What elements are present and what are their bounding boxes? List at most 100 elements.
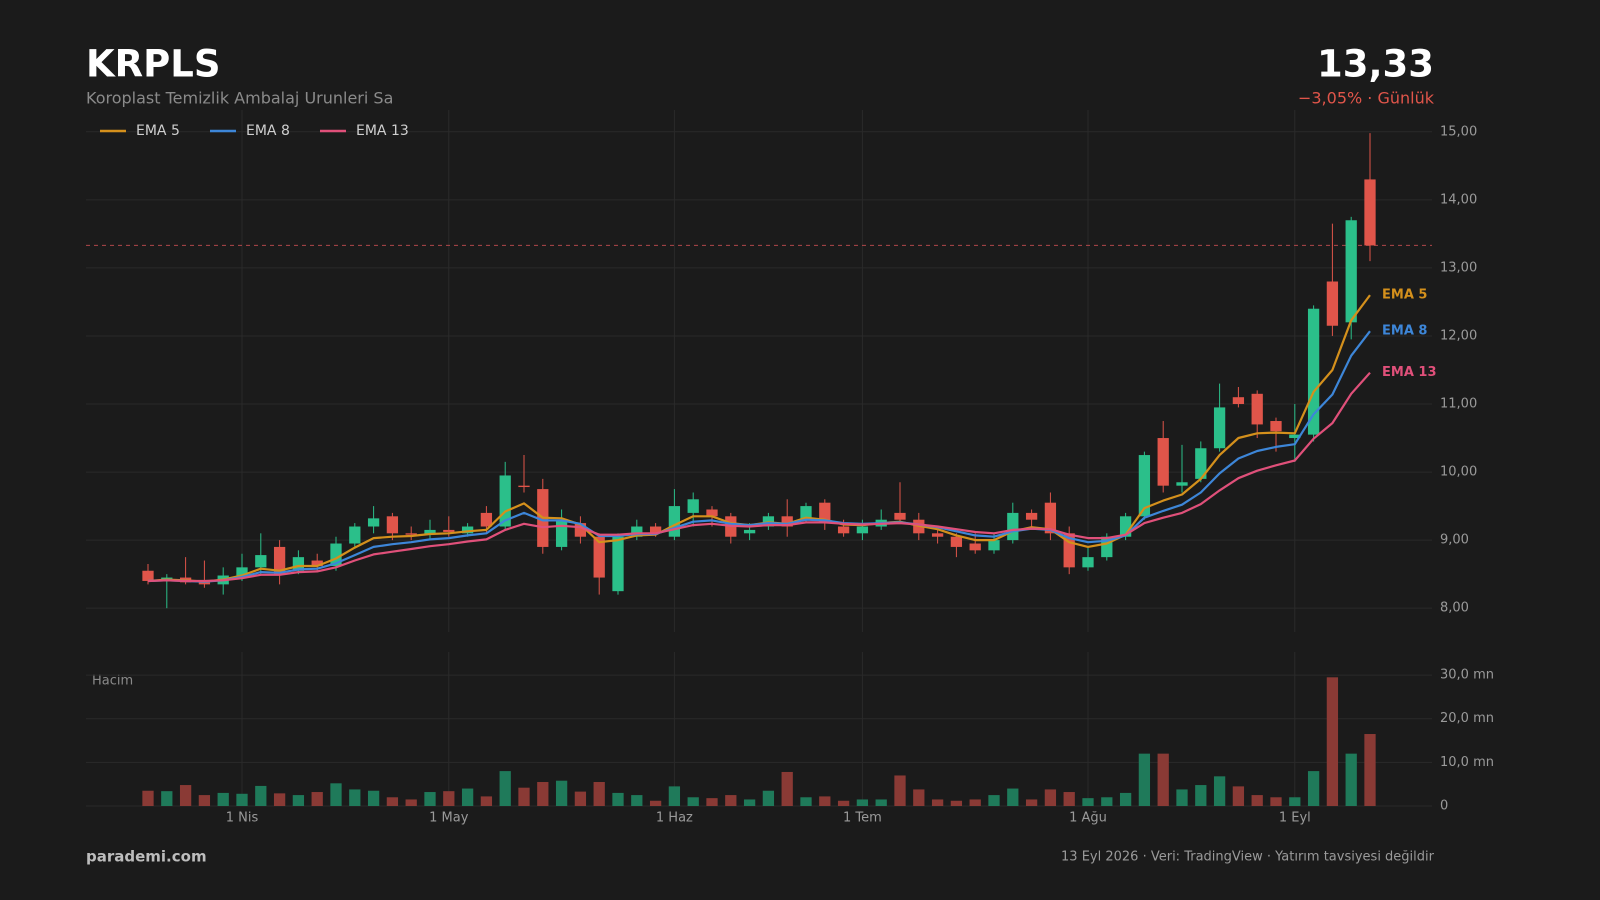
volume-bar [1082,798,1094,806]
candle-body [480,512,493,527]
candle-body [1213,407,1226,449]
candle-body [386,516,399,534]
candle-body [1176,482,1188,486]
candle-body [311,560,323,566]
candle-body [1195,448,1207,479]
candle-body [461,526,474,534]
volume-bar [1289,797,1301,806]
candle-body [555,519,568,547]
candle-body [405,533,417,535]
candle-body [894,512,906,520]
volume-bar [743,799,756,806]
volume-bar [480,796,493,806]
candle-body [612,536,624,592]
candle-body [1270,421,1282,432]
candle-body [1138,455,1151,517]
y-tick-label: 11,00 [1440,397,1477,412]
volume-bar [819,796,831,806]
volume-bar [443,791,455,806]
legend-label: EMA 5 [136,123,180,139]
x-tick-label: 1 Eyl [1279,811,1311,826]
volume-bar [1025,799,1038,806]
candle-body [668,506,681,537]
volume-bar [1251,795,1263,806]
candle-body [443,529,455,532]
candle-body [198,582,211,585]
candle-body [800,506,812,520]
volume-bar [255,785,267,806]
candle-body [743,529,756,534]
volume-bar [631,795,643,806]
candle-body [1025,512,1038,520]
ema-end-label: EMA 8 [1382,324,1427,339]
volume-bar [913,789,925,806]
daily-change: −3,05% · Günlük [1298,89,1435,108]
y-tick-label: 12,00 [1440,328,1477,343]
volume-bar [1270,797,1282,806]
ema-end-label: EMA 13 [1382,365,1437,380]
volume-bar [273,793,286,806]
candle-body [349,526,361,544]
y-tick-label: 30,0 mn [1440,668,1494,683]
volume-bar [1232,786,1245,806]
volume-bar [518,787,530,806]
candle-body [273,546,286,575]
volume-bar [950,800,963,806]
y-tick-label: 13,00 [1440,260,1477,275]
volume-bar [1326,677,1339,806]
candle-body [1345,220,1357,323]
candle-body [856,526,869,534]
volume-bar [781,771,793,806]
candle-body [142,570,154,581]
candle-body [931,533,944,537]
candle-body [1082,557,1094,568]
volume-bar [612,792,624,806]
y-tick-label: 15,00 [1440,124,1477,139]
x-tick-label: 1 May [429,811,469,826]
candle-body [1063,533,1075,568]
volume-bar [931,799,944,806]
volume-bar [1101,797,1113,806]
y-tick-label: 14,00 [1440,192,1477,207]
y-tick-label: 20,0 mn [1440,711,1494,726]
ema-end-label: EMA 5 [1382,288,1427,303]
volume-bar [537,782,549,806]
candle-body [819,502,831,524]
volume-bar [461,788,474,806]
volume-bar [198,795,211,806]
candle-body [593,536,605,578]
volume-bar [668,786,681,806]
candle-body [1044,502,1057,534]
company-name: Koroplast Temizlik Ambalaj Urunleri Sa [86,89,393,108]
candle-body [518,485,530,488]
volume-bar [1176,789,1188,806]
ema-line [147,330,1371,583]
volume-bar [311,792,323,806]
volume-bar [405,799,417,806]
volume-bar [875,799,887,806]
candle-body [330,543,342,566]
candle-body [1326,281,1339,326]
candle-body [236,567,248,576]
candle-body [687,499,699,513]
volume-bar [555,780,568,806]
volume-bar [706,798,718,806]
volume-bar [424,792,436,806]
candle-body [499,475,511,527]
last-price: 13,33 [1317,43,1434,86]
ema-line [147,371,1371,583]
volume-bar [837,800,850,806]
ticker: KRPLS [86,43,221,86]
candle-body [1364,179,1376,246]
candle-body [292,557,305,571]
volume-bar [894,775,906,806]
brand: parademi.com [86,848,207,866]
candle-body [781,516,793,527]
candle-body [1307,308,1320,435]
volume-bar [856,799,869,806]
candle-body [1251,393,1263,425]
candle-body [1289,434,1301,439]
candle-body [706,509,718,517]
volume-bar [330,783,342,806]
